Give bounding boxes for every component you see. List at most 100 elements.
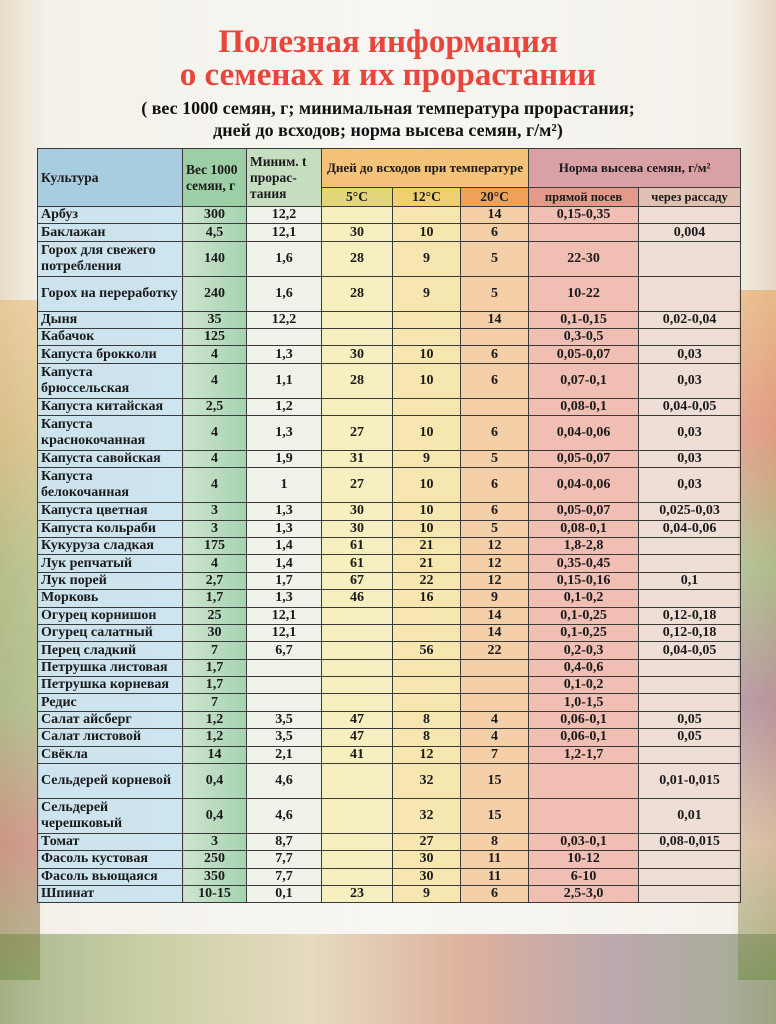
cell-crop: Арбуз <box>37 205 183 225</box>
cell-days-12c <box>392 606 461 625</box>
cell-days-20c: 15 <box>459 797 530 834</box>
cell-norm-direct <box>528 797 640 834</box>
cell-norm-seedling: 0,03 <box>638 467 742 504</box>
cell-days-5c: 31 <box>321 449 393 469</box>
cell-norm-direct: 0,1-0,2 <box>528 676 640 695</box>
cell-min-temp: 6,7 <box>246 641 322 660</box>
cell-crop: Горох на переработку <box>37 275 183 312</box>
cell-norm-direct <box>528 763 640 799</box>
cell-min-temp <box>246 693 322 712</box>
table-row: Кабачок 125 0,3-0,5 <box>37 327 742 347</box>
table-row: Редис 7 1,0-1,5 <box>37 693 742 712</box>
cell-norm-seedling: 0,04-0,06 <box>638 519 742 538</box>
cell-days-20c: 5 <box>459 275 530 312</box>
cell-crop: Петрушка листовая <box>37 658 183 678</box>
cell-days-12c: 10 <box>392 467 461 504</box>
subtitle-line-2: дней до всходов; норма высева семян, г/м… <box>213 120 563 140</box>
cell-norm-seedling: 0,03 <box>638 415 742 451</box>
cell-crop: Горох для свежего потребления <box>37 240 183 277</box>
cell-norm-direct: 0,15-0,16 <box>528 571 640 591</box>
cell-min-temp: 12,1 <box>246 606 322 625</box>
cell-days-12c <box>392 397 461 417</box>
table-row: Петрушка листовая 1,7 0,4-0,6 <box>37 658 742 678</box>
table-row: Свёкла 14 2,1 41 12 7 1,2-1,7 <box>37 745 742 765</box>
cell-days-5c: 28 <box>321 275 393 312</box>
cell-days-12c: 10 <box>392 502 461 521</box>
table-row: Горох на переработку 240 1,6 28 9 5 10-22 <box>37 275 742 312</box>
cell-crop: Дыня <box>37 310 183 329</box>
cell-days-12c: 21 <box>392 554 461 573</box>
cell-crop: Петрушка корневая <box>37 676 183 695</box>
cell-norm-seedling <box>638 589 742 608</box>
cell-norm-direct: 0,1-0,25 <box>528 623 640 643</box>
cell-norm-direct: 0,05-0,07 <box>528 449 640 469</box>
cell-days-20c: 6 <box>459 345 530 364</box>
cell-days-12c: 8 <box>392 728 461 747</box>
cell-crop: Морковь <box>37 589 183 608</box>
cell-weight: 10-15 <box>182 884 247 904</box>
cell-days-5c: 61 <box>321 554 393 573</box>
cell-days-20c: 11 <box>459 850 530 869</box>
cell-norm-seedling <box>638 275 742 312</box>
cell-crop: Лук репчатый <box>37 554 183 573</box>
cell-days-20c: 4 <box>459 728 530 747</box>
cell-weight: 3 <box>182 832 247 852</box>
cell-min-temp: 8,7 <box>246 832 322 852</box>
cell-crop: Огурец корнишон <box>37 606 183 625</box>
cell-norm-direct: 0,35-0,45 <box>528 554 640 573</box>
cell-norm-direct: 1,8-2,8 <box>528 536 640 556</box>
cell-days-5c: 28 <box>321 240 393 277</box>
cell-norm-seedling <box>638 884 742 904</box>
cell-crop: Томат <box>37 832 183 852</box>
cell-weight: 3 <box>182 502 247 521</box>
cell-min-temp: 3,5 <box>246 728 322 747</box>
cell-crop: Капуста брюссельская <box>37 362 183 399</box>
cell-days-20c: 9 <box>459 589 530 608</box>
header-12c: 12°C <box>392 187 461 207</box>
table-row: Сельдерей корневой 0,4 4,6 32 15 0,01-0,015 <box>37 763 742 799</box>
cell-norm-seedling <box>638 745 742 765</box>
cell-min-temp: 1,4 <box>246 536 322 556</box>
cell-norm-direct: 0,06-0,1 <box>528 710 640 730</box>
cell-days-20c: 7 <box>459 745 530 765</box>
cell-days-20c <box>459 658 530 678</box>
cell-norm-direct: 0,08-0,1 <box>528 519 640 538</box>
cell-days-12c: 10 <box>392 519 461 538</box>
cell-weight: 4 <box>182 415 247 451</box>
cell-weight: 4,5 <box>182 223 247 242</box>
cell-days-20c: 5 <box>459 519 530 538</box>
page-subtitle: ( вес 1000 семян, г; минимальная темпера… <box>0 97 776 141</box>
cell-norm-seedling: 0,01 <box>638 797 742 834</box>
cell-min-temp: 1,2 <box>246 397 322 417</box>
table-row: Дыня 35 12,2 14 0,1-0,15 0,02-0,04 <box>37 310 742 329</box>
cell-norm-seedling: 0,04-0,05 <box>638 397 742 417</box>
cell-crop: Капуста савойская <box>37 449 183 469</box>
cell-norm-seedling: 0,02-0,04 <box>638 310 742 329</box>
cell-weight: 1,2 <box>182 710 247 730</box>
cell-min-temp: 7,7 <box>246 867 322 887</box>
cell-days-5c <box>321 623 393 643</box>
cell-days-12c <box>392 623 461 643</box>
cell-norm-seedling <box>638 693 742 712</box>
table-row: Томат 3 8,7 27 8 0,03-0,1 0,08-0,015 <box>37 832 742 852</box>
cell-days-5c: 46 <box>321 589 393 608</box>
cell-days-5c: 28 <box>321 362 393 399</box>
cell-crop: Капуста цветная <box>37 502 183 521</box>
cell-days-20c: 5 <box>459 240 530 277</box>
cell-days-5c: 47 <box>321 728 393 747</box>
background-vegetables-bottom <box>0 934 776 1024</box>
cell-weight: 4 <box>182 345 247 364</box>
cell-days-5c: 47 <box>321 710 393 730</box>
cell-weight: 2,5 <box>182 397 247 417</box>
cell-days-20c: 14 <box>459 205 530 225</box>
cell-weight: 125 <box>182 327 247 347</box>
cell-norm-seedling: 0,03 <box>638 345 742 364</box>
cell-min-temp <box>246 327 322 347</box>
cell-norm-seedling <box>638 205 742 225</box>
cell-min-temp: 0,1 <box>246 884 322 904</box>
cell-norm-seedling <box>638 867 742 887</box>
table-row: Фасоль кустовая 250 7,7 30 11 10-12 <box>37 850 742 869</box>
cell-days-12c: 21 <box>392 536 461 556</box>
cell-days-20c: 14 <box>459 310 530 329</box>
cell-days-20c: 8 <box>459 832 530 852</box>
